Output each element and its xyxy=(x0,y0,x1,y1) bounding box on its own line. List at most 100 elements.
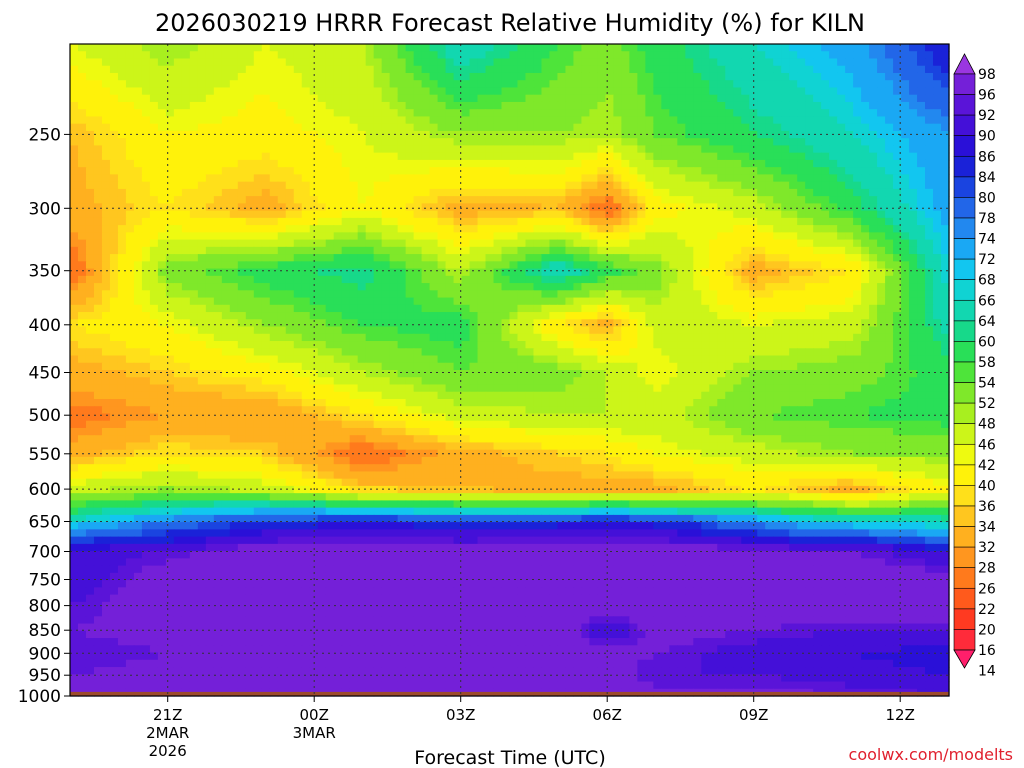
rh-cell xyxy=(70,355,79,364)
rh-cell xyxy=(373,44,383,52)
rh-cell xyxy=(341,80,351,89)
rh-cell xyxy=(909,65,918,74)
rh-cell xyxy=(117,348,127,357)
rh-cell xyxy=(549,217,559,226)
rh-cell xyxy=(373,304,383,313)
rh-cell xyxy=(837,312,846,320)
rh-cell xyxy=(829,87,838,96)
rh-cell xyxy=(325,72,335,81)
rh-cell xyxy=(285,326,295,335)
rh-cell xyxy=(445,261,455,270)
rh-cell xyxy=(221,80,231,89)
rh-cell xyxy=(445,159,455,168)
rh-cell xyxy=(165,130,175,139)
rh-cell xyxy=(141,290,151,299)
rh-cell xyxy=(597,44,606,52)
rh-cell xyxy=(789,130,798,139)
rh-cell xyxy=(269,370,279,378)
rh-cell xyxy=(621,123,630,132)
rh-cell xyxy=(789,72,798,81)
rh-cell xyxy=(381,65,391,74)
rh-cell xyxy=(477,145,487,154)
rh-cell xyxy=(653,319,662,328)
rh-cell xyxy=(269,87,279,96)
rh-cell xyxy=(773,159,782,168)
rh-cell xyxy=(725,145,734,154)
rh-cell xyxy=(461,348,471,357)
rh-cell xyxy=(509,65,519,74)
rh-cell xyxy=(437,348,447,357)
rh-cell xyxy=(605,312,614,320)
rh-cell xyxy=(109,232,119,241)
rh-cell xyxy=(645,58,654,67)
rh-cell xyxy=(893,268,902,277)
rh-cell xyxy=(429,290,439,299)
rh-cell xyxy=(661,268,670,277)
rh-cell xyxy=(413,341,423,349)
rh-cell xyxy=(565,304,575,313)
rh-cell xyxy=(797,268,806,277)
rh-cell xyxy=(77,290,87,299)
rh-cell xyxy=(317,58,327,67)
rh-cell xyxy=(541,159,551,168)
rh-cell xyxy=(309,254,319,262)
rh-cell xyxy=(221,145,231,154)
rh-cell xyxy=(821,312,830,320)
rh-cell xyxy=(357,94,367,103)
rh-cell xyxy=(629,203,638,212)
rh-cell xyxy=(645,174,654,183)
rh-cell xyxy=(813,152,822,161)
rh-cell xyxy=(469,326,479,335)
rh-cell xyxy=(237,58,247,67)
rh-cell xyxy=(693,44,702,52)
rh-cell xyxy=(277,261,287,270)
rh-cell xyxy=(709,239,718,248)
rh-cell xyxy=(77,246,87,255)
rh-cell xyxy=(197,312,207,320)
rh-cell xyxy=(109,290,119,299)
rh-cell xyxy=(661,319,670,328)
rh-cell xyxy=(525,254,535,262)
rh-cell xyxy=(269,268,279,277)
rh-cell xyxy=(461,239,471,248)
rh-cell xyxy=(277,51,287,60)
rh-cell xyxy=(621,174,630,183)
rh-cell xyxy=(197,101,207,110)
rh-cell xyxy=(189,130,199,139)
rh-cell xyxy=(181,341,191,349)
rh-cell xyxy=(373,145,383,154)
rh-cell xyxy=(149,304,159,313)
rh-cell xyxy=(565,72,575,81)
rh-cell xyxy=(941,58,950,67)
rh-cell xyxy=(469,167,479,175)
rh-cell xyxy=(293,152,303,161)
rh-cell xyxy=(317,203,327,212)
rh-cell xyxy=(709,246,718,255)
rh-cell xyxy=(117,101,127,110)
rh-cell xyxy=(709,145,718,154)
rh-cell xyxy=(565,94,575,103)
rh-cell xyxy=(789,196,798,204)
rh-cell xyxy=(485,341,495,349)
rh-cell xyxy=(637,210,646,219)
rh-cell xyxy=(669,246,678,255)
rh-cell xyxy=(93,145,103,154)
rh-cell xyxy=(597,275,606,284)
rh-cell xyxy=(845,80,854,89)
rh-cell xyxy=(325,58,335,67)
rh-cell xyxy=(549,246,559,255)
rh-cell xyxy=(781,116,790,125)
rh-cell xyxy=(829,225,838,233)
rh-cell xyxy=(613,319,622,328)
rh-cell xyxy=(165,319,175,328)
rh-cell xyxy=(877,181,886,190)
rh-cell xyxy=(317,254,327,262)
rh-cell xyxy=(829,138,838,147)
rh-cell xyxy=(837,65,846,74)
rh-cell xyxy=(221,239,231,248)
rh-cell xyxy=(197,217,207,226)
rh-cell xyxy=(837,268,846,277)
rh-cell xyxy=(325,268,335,277)
rh-cell xyxy=(493,290,503,299)
rh-cell xyxy=(805,261,814,270)
